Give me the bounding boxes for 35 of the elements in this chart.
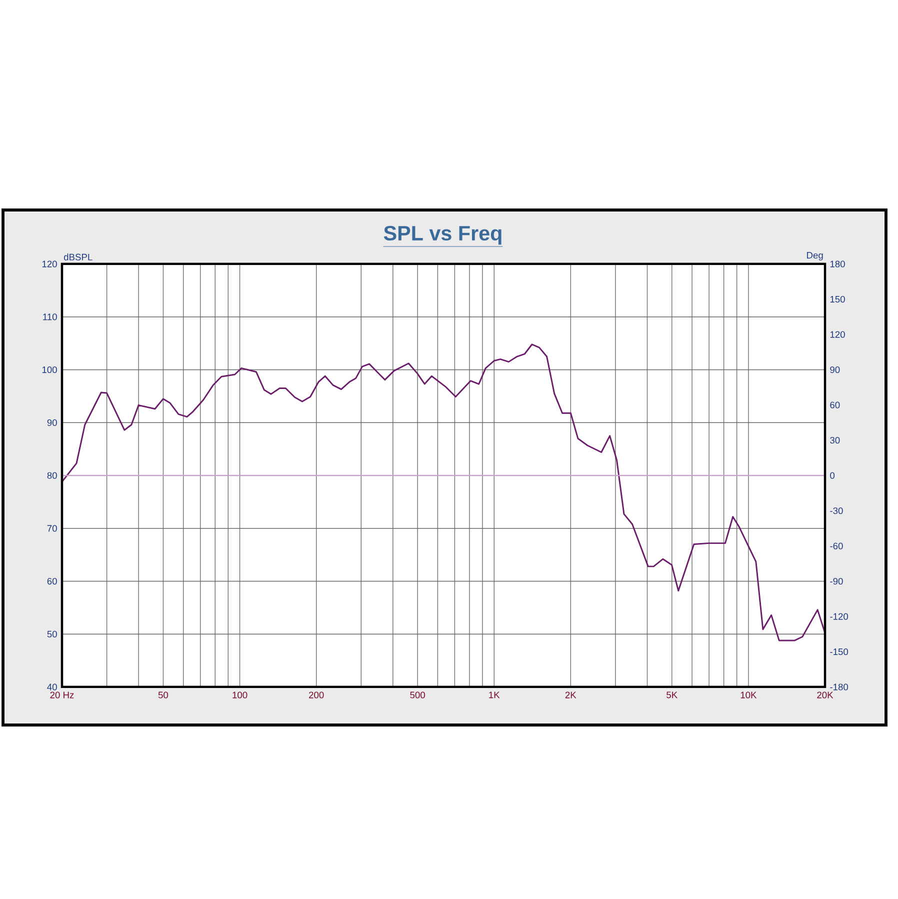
y2-tick-label: -30 xyxy=(830,507,843,514)
y2-tick-label: 150 xyxy=(830,296,845,303)
y-tick-label: 70 xyxy=(47,525,57,532)
y2-tick-label: 90 xyxy=(830,366,840,374)
y-tick-label: 50 xyxy=(47,630,57,638)
y2-tick-label: 60 xyxy=(830,402,840,408)
y2-tick-label: -180 xyxy=(830,684,848,690)
y2-tick-label: -90 xyxy=(830,578,843,585)
y2-tick-label: 180 xyxy=(830,260,845,268)
y-tick-label: 90 xyxy=(47,419,57,426)
y-tick-label: 60 xyxy=(47,578,57,585)
x-tick-label: 50 xyxy=(158,692,168,698)
x-tick-label: 200 xyxy=(309,692,324,698)
x-tick-label: 20K xyxy=(817,692,834,698)
x-tick-label: 20 Hz xyxy=(50,692,74,698)
y-tick-label: 120 xyxy=(42,260,57,268)
x-tick-label: 10K xyxy=(740,692,757,698)
y2-axis-title: Deg xyxy=(807,252,823,260)
y-tick-label: 110 xyxy=(43,314,57,320)
y-axis-title: dBSPL xyxy=(64,254,92,260)
y2-tick-label: -150 xyxy=(830,648,848,656)
x-tick-label: 500 xyxy=(410,692,425,698)
x-tick-label: 2K xyxy=(565,692,576,698)
x-tick-label: 5K xyxy=(666,692,678,698)
y2-tick-label: -60 xyxy=(830,542,843,550)
y-tick-label: 40 xyxy=(47,684,57,690)
chart-title: SPL vs Freq xyxy=(384,226,502,245)
x-tick-label: 100 xyxy=(232,692,248,698)
y2-tick-label: 30 xyxy=(830,436,840,444)
x-tick-label: 1K xyxy=(489,692,500,698)
y-tick-label: 100 xyxy=(42,366,57,374)
y-tick-label: 80 xyxy=(47,472,57,479)
y2-tick-label: -120 xyxy=(830,613,848,620)
y2-tick-label: 120 xyxy=(830,331,845,338)
y2-tick-label: 0 xyxy=(830,472,835,479)
